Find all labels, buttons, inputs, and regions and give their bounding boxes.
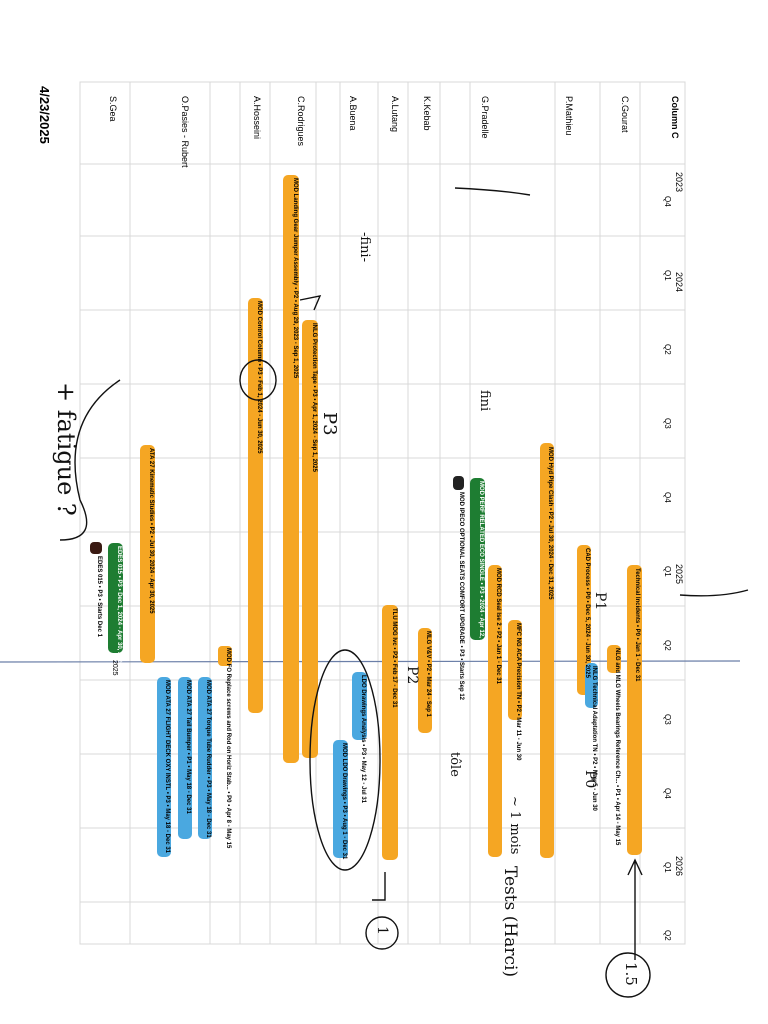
quarter-q4-2024: Q4 <box>663 492 672 503</box>
row-name: A.Hosseini <box>252 96 262 140</box>
note-p1: P1 <box>592 592 608 611</box>
row-name: A.Lutang <box>390 96 400 133</box>
year-2024: 2024 <box>674 272 684 293</box>
quarter-q2-2025: Q2 <box>663 640 672 651</box>
task-label: MOD PERF RELATED ECO SINGLE • P3 • 2024 … <box>478 481 484 653</box>
bar-tlu-mog <box>382 605 398 860</box>
column-header: Column C <box>670 96 680 139</box>
task-label: MOD ATA 27 Tail Bumper • P1 • May 18 - D… <box>185 680 191 814</box>
note-tests: Tests (Harci) <box>500 866 520 978</box>
row-name: C.Rodrigues <box>296 96 306 147</box>
bar-flight-deck-oxy <box>157 677 171 857</box>
quarter-q2-2024: Q2 <box>663 344 672 355</box>
quarter-q1-2026: Q1 <box>663 862 672 873</box>
year-2023: 2023 <box>674 172 684 193</box>
task-label: NLG and MLG Wheels Bearings Reference Ch… <box>614 648 620 846</box>
note-circled-1: 1 <box>374 926 390 935</box>
bar-mfc-ng <box>508 620 522 720</box>
row-name: P.Mathieu <box>564 96 574 136</box>
row-name: G.Pradelle <box>480 96 490 139</box>
task-label: INLG Protection Tape • P3 • Apr 1, 2024 … <box>311 323 317 472</box>
row-name: C.Gourat <box>620 96 630 133</box>
task-label: MOD ATA 27 Torque Tube Rudder • P3 • May… <box>205 680 211 838</box>
row-name: K.Kebab <box>422 96 432 131</box>
task-label: MOD ATA 27 FLIGHT DECK OXY INSTL • P3 • … <box>164 680 170 854</box>
note-fatigue: + fatigue ? <box>52 382 80 516</box>
date-label: 4/23/2025 <box>37 86 52 144</box>
task-label: EDES 015 • P3 • Starts Dec 1 <box>96 556 102 637</box>
task-label: CAD Process • P0 • Dec 5, 2024 - Jun 30,… <box>584 548 590 678</box>
bar-technical-incidents <box>627 565 642 855</box>
task-label: MOD Hyd Pipe Clash • P2 • Jul 30, 2024 -… <box>547 447 553 600</box>
task-label: MOD Control Column • P3 • Feb 1, 2024 - … <box>256 301 262 454</box>
bar-edes-015-start <box>90 542 102 554</box>
year-2025: 2025 <box>674 564 684 585</box>
task-label: MOD IPECO OPTIONAL SEATS COMFORT UPGRADE… <box>458 492 464 701</box>
task-label: EDES 015 • P3 • Dec 1, 2024 - Apr 30, 20… <box>116 546 122 666</box>
bar-cad-process <box>577 545 591 695</box>
bar-rcd-seal <box>488 565 502 857</box>
note-tole: tôle <box>447 752 462 777</box>
bar-edes-015 <box>108 543 123 653</box>
task-label: MOD FO Replace screws and Rod on Horiz S… <box>225 648 231 849</box>
ink-marks <box>59 187 749 998</box>
bar-torque-tube <box>198 677 212 839</box>
note-p0: P0 <box>582 770 598 789</box>
bar-tail-bumper <box>178 677 192 839</box>
note-circled-1-5: 1.5 <box>622 962 640 986</box>
task-label: MOD RCD Seal Ise 2 • P2 • Jan 1 - Dec 31 <box>495 568 501 684</box>
row-name: A.Buena <box>348 96 358 131</box>
task-label: MOD LDO Drawings • P3 • Aug 1 - Dec 31 <box>341 743 347 860</box>
task-label: INLG Technical Adaptation TN • P2 • May … <box>591 666 597 811</box>
row-name: S.Gea <box>108 96 118 122</box>
bar-perf-eco <box>470 478 485 640</box>
quarter-q4-2025: Q4 <box>663 788 672 799</box>
task-label: ATA 27 Kinematic Studies • P2 • Jul 30, … <box>148 448 154 614</box>
task-bars <box>90 175 642 860</box>
bar-ipeco <box>453 476 464 490</box>
quarter-q2-2026: Q2 <box>663 930 672 941</box>
bar-hyd-pipe-clash <box>540 443 554 858</box>
quarter-q4-2023: Q4 <box>663 196 672 207</box>
year-2026: 2026 <box>674 856 684 877</box>
task-label: LDO Drawings Analysis • P3 • May 12 - Ju… <box>360 675 366 804</box>
note-mois: ~ 1 mois <box>507 796 522 855</box>
bar-mlg-vv <box>418 628 432 733</box>
bar-mod-ldo <box>333 740 348 858</box>
note-fini: -fini- <box>357 232 372 262</box>
row-name: O.Pasies - Rubert <box>180 96 190 168</box>
bar-ldo-analysis <box>352 672 367 740</box>
task-label: TLU MOG Ivc • P2 • Feb 17 - Dec 31 <box>391 608 397 708</box>
bar-wheel-bearings <box>607 645 621 673</box>
quarter-q1-2024: Q1 <box>663 270 672 281</box>
task-label: MOD Landing Gear Jumper Assembly • P2 • … <box>292 178 298 379</box>
quarter-q3-2024: Q3 <box>663 418 672 429</box>
task-label: MLG V&V • P2 • Mar 24 - Sep 1 <box>425 631 431 717</box>
task-label: MFC NG ACA Precision TN • P2 • Mar 11 - … <box>515 623 521 761</box>
bar-inlg-tape <box>302 320 318 758</box>
task-label: Technical Incidents • P0 • Jan 1 - Dec 3… <box>634 568 640 682</box>
bar-mod-fo <box>218 646 232 666</box>
bar-kinematic-studies <box>140 445 155 663</box>
note-p2: P2 <box>404 666 420 685</box>
bar-lg-jumper <box>283 175 299 763</box>
bar-inlg-adaptation <box>585 663 598 708</box>
quarter-q3-2025: Q3 <box>663 714 672 725</box>
note-fini-2: fini <box>477 390 492 412</box>
quarter-q1-2025: Q1 <box>663 566 672 577</box>
note-p3: P3 <box>319 412 340 436</box>
bar-control-column <box>248 298 263 713</box>
